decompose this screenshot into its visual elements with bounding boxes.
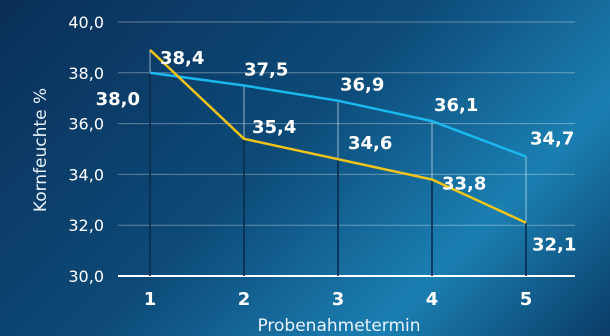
- data-label: 36,9: [340, 75, 384, 96]
- y-tick-label: 40,0: [68, 13, 104, 32]
- x-axis-label: Probenahmetermin: [257, 316, 420, 336]
- data-label: 36,1: [434, 95, 478, 116]
- y-tick-label: 30,0: [68, 267, 104, 286]
- grid-lines: [118, 21, 575, 277]
- data-label: 32,1: [532, 235, 576, 256]
- data-labels: 38,0 37,5 36,9 36,1 34,7 38,4 35,4 34,6 33,8 32,1: [96, 48, 577, 256]
- y-tick-label: 38,0: [68, 64, 104, 83]
- x-tick-label: 2: [238, 289, 251, 310]
- y-axis-label: Kornfeuchte %: [31, 88, 51, 212]
- data-label: 34,6: [348, 133, 392, 154]
- data-label: 38,4: [160, 48, 204, 69]
- y-axis-ticks: 30,0 32,0 34,0 36,0 38,0 40,0: [68, 13, 104, 286]
- data-label: 38,0: [96, 89, 140, 110]
- x-tick-label: 3: [332, 289, 345, 310]
- data-label: 35,4: [252, 117, 296, 138]
- series-lines: [149, 48, 527, 224]
- x-tick-label: 5: [520, 289, 533, 310]
- drop-lines: [149, 49, 527, 276]
- x-tick-label: 1: [144, 289, 157, 310]
- y-tick-label: 34,0: [68, 165, 104, 184]
- series-line-yellow: [149, 48, 527, 224]
- series-line-blue: [149, 71, 527, 158]
- data-label: 34,7: [530, 129, 574, 150]
- x-tick-label: 4: [426, 289, 439, 310]
- data-label: 33,8: [442, 173, 486, 194]
- data-label: 37,5: [244, 60, 288, 81]
- y-tick-label: 36,0: [68, 115, 104, 134]
- x-axis-ticks: 1 2 3 4 5: [144, 289, 533, 310]
- y-tick-label: 32,0: [68, 216, 104, 235]
